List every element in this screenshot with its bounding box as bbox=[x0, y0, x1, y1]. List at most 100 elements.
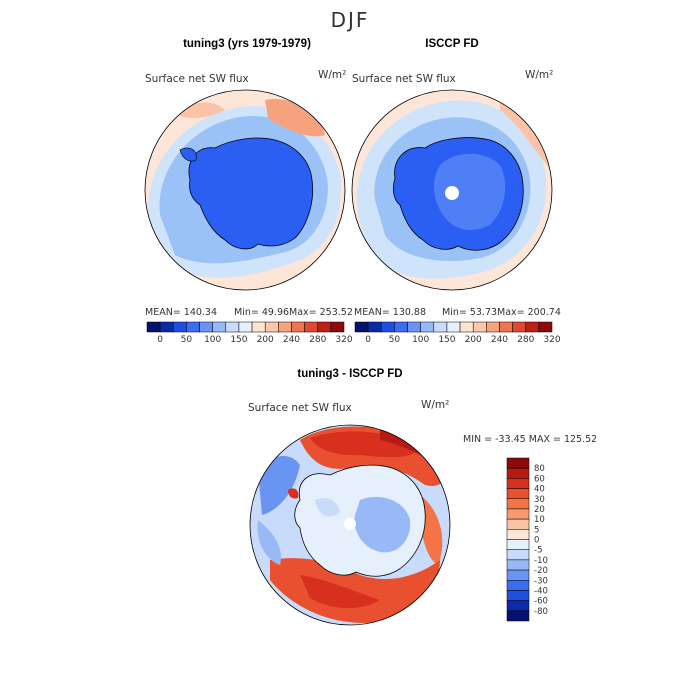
panel-obs-colorbar-cell bbox=[499, 321, 513, 333]
panel-obs-colorbar-cell bbox=[538, 321, 553, 333]
panel-diff-colorbar-cell bbox=[506, 580, 530, 591]
panel-obs-title: ISCCP FD bbox=[425, 38, 478, 50]
panel-obs-field-label: Surface net SW flux bbox=[352, 73, 456, 85]
panel-diff-colorbar-cell bbox=[506, 539, 530, 550]
panel-obs-colorbar-ticks: 0 50 100 150 200 240 280 320 bbox=[365, 335, 561, 345]
panel-model-colorbar-ticks: 0 50 100 150 200 240 280 320 bbox=[157, 335, 353, 345]
panel-model-colorbar-tick-label: 280 bbox=[309, 335, 326, 345]
panel-obs-colorbar-cell bbox=[407, 321, 421, 333]
panel-model-field-label: Surface net SW flux bbox=[145, 73, 249, 85]
panel-diff-colorbar-cell bbox=[506, 508, 530, 520]
panel-obs-colorbar-cell bbox=[367, 321, 382, 333]
panel-model-colorbar-cell bbox=[159, 321, 174, 333]
panel-obs-colorbar-cell bbox=[486, 321, 500, 333]
panel-obs-colorbar-tick-label: 280 bbox=[517, 335, 534, 345]
panel-diff-colorbar-tick-label: -80 bbox=[534, 607, 548, 617]
panel-diff-colorbar-tick-label: 5 bbox=[534, 525, 539, 535]
panel-diff-colorbar-cell bbox=[506, 590, 530, 601]
panel-obs-colorbar-tick-label: 0 bbox=[365, 335, 371, 345]
panel-obs-colorbar-cell bbox=[354, 321, 369, 333]
panel-obs-colorbar-tick-label: 320 bbox=[543, 335, 560, 345]
panel-diff-colorbar-tick-label: -5 bbox=[534, 546, 542, 556]
panel-diff-colorbar-cell bbox=[506, 518, 530, 530]
panel-obs-map bbox=[352, 90, 552, 290]
panel-diff-colorbar-cell bbox=[506, 610, 530, 622]
panel-obs-colorbar-tick-label: 100 bbox=[412, 335, 429, 345]
panel-obs-colorbar-cell bbox=[420, 321, 435, 333]
panel-diff-minmax: MIN = -33.45 MAX = 125.52 bbox=[463, 434, 597, 445]
page-title: DJF bbox=[331, 8, 370, 32]
panel-model-colorbar-cell bbox=[304, 321, 318, 333]
panel-diff-colorbar-cell bbox=[506, 457, 530, 469]
panel-diff-title: tuning3 - ISCCP FD bbox=[297, 368, 402, 380]
panel-diff: tuning3 - ISCCP FD Surface net SW flux W… bbox=[248, 368, 597, 626]
panel-model-colorbar-cell bbox=[238, 321, 253, 333]
panel-obs-min: Min= 53.73 bbox=[442, 307, 497, 318]
panel-diff-colorbar-tick-label: -30 bbox=[534, 576, 548, 586]
panel-diff-field-label: Surface net SW flux bbox=[248, 402, 352, 414]
panel-obs-colorbar-tick-label: 150 bbox=[438, 335, 455, 345]
panel-model-colorbar-cell bbox=[225, 321, 240, 333]
panel-obs-colorbar-cell bbox=[525, 321, 540, 333]
panel-obs-colorbar-cell bbox=[381, 321, 395, 333]
panel-model-mean: MEAN= 140.34 bbox=[145, 307, 217, 318]
panel-model: tuning3 (yrs 1979-1979) Surface net SW f… bbox=[144, 38, 353, 345]
panel-model-colorbar-cell bbox=[278, 321, 292, 333]
panel-diff-units: W/m² bbox=[421, 399, 449, 411]
panel-model-colorbar-tick-label: 50 bbox=[181, 335, 193, 345]
panel-model-colorbar-tick-label: 200 bbox=[257, 335, 274, 345]
panel-obs-colorbar-tick-label: 50 bbox=[389, 335, 401, 345]
panel-diff-colorbar-tick-label: -60 bbox=[534, 597, 548, 607]
panel-model-colorbar bbox=[146, 321, 345, 333]
panel-diff-colorbar-cell bbox=[506, 549, 530, 561]
panel-model-colorbar-cell bbox=[317, 321, 332, 333]
panel-diff-colorbar-tick-label: 60 bbox=[534, 474, 545, 484]
panel-model-colorbar-cell bbox=[251, 321, 266, 333]
panel-model-colorbar-tick-label: 100 bbox=[204, 335, 221, 345]
panel-obs-colorbar-cell bbox=[394, 321, 408, 333]
panel-model-colorbar-tick-label: 240 bbox=[283, 335, 300, 345]
panel-diff-colorbar-cell bbox=[506, 529, 530, 540]
panel-obs-colorbar-cell bbox=[472, 321, 487, 333]
panel-model-colorbar-cell bbox=[173, 321, 187, 333]
panel-model-colorbar-cell bbox=[186, 321, 200, 333]
panel-diff-colorbar-tick-label: 40 bbox=[534, 485, 545, 495]
panel-obs: ISCCP FD Surface net SW flux W/m² MEAN= … bbox=[351, 38, 561, 345]
panel-model-colorbar-cell bbox=[146, 321, 161, 333]
panel-model-colorbar-tick-label: 150 bbox=[230, 335, 247, 345]
panel-obs-max: Max= 200.74 bbox=[497, 307, 561, 318]
panel-diff-colorbar-tick-label: 20 bbox=[534, 505, 545, 515]
panel-obs-units: W/m² bbox=[525, 69, 553, 81]
panel-model-units: W/m² bbox=[318, 69, 346, 81]
panel-diff-colorbar-tick-label: 30 bbox=[534, 495, 545, 505]
panel-diff-colorbar bbox=[506, 457, 530, 622]
panel-diff-map bbox=[250, 425, 450, 625]
panel-model-colorbar-cell bbox=[264, 321, 279, 333]
panel-obs-colorbar-cell bbox=[446, 321, 461, 333]
panel-diff-colorbar-tick-label: -10 bbox=[534, 556, 548, 566]
panel-diff-colorbar-cell bbox=[506, 478, 530, 489]
panel-model-title: tuning3 (yrs 1979-1979) bbox=[183, 38, 311, 50]
panel-diff-colorbar-cell bbox=[506, 498, 530, 510]
panel-diff-colorbar-tick-label: 10 bbox=[534, 515, 545, 525]
panel-model-colorbar-cell bbox=[330, 321, 345, 333]
panel-obs-colorbar-tick-label: 200 bbox=[465, 335, 482, 345]
panel-diff-colorbar-cell bbox=[506, 569, 530, 581]
panel-model-min: Min= 49.96 bbox=[234, 307, 289, 318]
panel-obs-colorbar-tick-label: 240 bbox=[491, 335, 508, 345]
panel-diff-colorbar-tick-label: -20 bbox=[534, 566, 548, 576]
panel-obs-colorbar-cell bbox=[512, 321, 526, 333]
panel-diff-colorbar-cell bbox=[506, 559, 530, 571]
panel-diff-colorbar-tick-label: 0 bbox=[534, 536, 539, 546]
panel-obs-mean: MEAN= 130.88 bbox=[354, 307, 426, 318]
panel-diff-colorbar-tick-label: 80 bbox=[534, 464, 545, 474]
panel-diff-colorbar-cell bbox=[506, 488, 530, 499]
panel-model-max: Max= 253.52 bbox=[289, 307, 353, 318]
panel-model-colorbar-tick-label: 320 bbox=[335, 335, 352, 345]
panel-obs-colorbar-cell bbox=[459, 321, 474, 333]
panel-model-colorbar-tick-label: 0 bbox=[157, 335, 163, 345]
panel-model-colorbar-cell bbox=[291, 321, 305, 333]
panel-obs-colorbar bbox=[354, 321, 553, 333]
